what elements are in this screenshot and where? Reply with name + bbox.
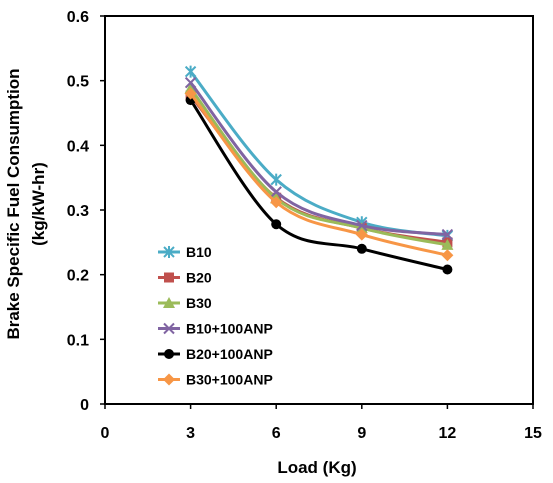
series-line-b10 (189, 70, 448, 238)
plot-frame (104, 15, 534, 405)
series-b10-100anp (184, 76, 454, 241)
legend-entry-b20: B20 (158, 270, 212, 286)
y-tick-label: 0.2 (67, 268, 89, 285)
y-axis-title-line2: (kg/kW-hr) (29, 162, 48, 246)
legend-entry-b30-100anp: B30+100ANP (158, 372, 273, 388)
legend-label: B20+100ANP (186, 346, 273, 362)
y-tick-label: 0.1 (67, 332, 89, 349)
data-point-b30-100anp (355, 228, 368, 241)
legend-label: B10+100ANP (186, 321, 273, 337)
legend-label: B30+100ANP (186, 372, 273, 388)
y-axis-title-line1: Brake Specific Fuel Consumption (4, 68, 23, 339)
data-point-b10-100anp (184, 76, 197, 89)
legend-label: B20 (186, 270, 212, 286)
series-b30-100anp (184, 87, 454, 262)
x-tick-label: 0 (101, 425, 110, 442)
data-point-b30-100anp (441, 249, 454, 262)
data-point-b30-100anp (184, 87, 197, 100)
data-point-b30-100anp (270, 196, 283, 209)
legend-label: B10 (186, 244, 212, 260)
legend-swatch-marker (164, 272, 174, 283)
legend-entry-b30: B30 (158, 295, 212, 311)
axes: 0 3 6 9 12 15 0 0.1 0.2 0.3 0.4 0.5 0.6 Load (Kg) Brak… (4, 9, 542, 477)
series-line-b20-100anp (189, 99, 448, 271)
data-point-b10-100anp (270, 186, 282, 198)
x-tick-label: 9 (357, 425, 366, 442)
y-tick-label: 0 (80, 397, 89, 414)
data-point-b20-100anp (271, 219, 282, 230)
legend-entry-b10: B10 (158, 244, 212, 260)
legend-label: B30 (186, 295, 212, 311)
data-point-b10-100anp (356, 219, 368, 232)
series-line-b30 (189, 87, 448, 247)
legend-entry-b10-100anp: B10+100ANP (158, 321, 273, 337)
data-point-b20-100anp (356, 243, 367, 254)
y-tick-label: 0.4 (67, 138, 89, 155)
legend-swatch-marker (163, 373, 175, 386)
legend: B10 B20 B30 B10+100ANP B20+100ANP B30+100ANP (158, 244, 273, 388)
legend-entry-b20-100anp: B20+100ANP (158, 346, 273, 362)
data-point-b10-100anp (441, 228, 454, 241)
data-point-b10 (184, 65, 197, 78)
x-tick-label: 3 (186, 425, 195, 442)
legend-swatch-marker (164, 349, 174, 359)
series-b20-100anp (185, 95, 453, 275)
x-tick-label: 6 (272, 425, 281, 442)
data-point-b30 (441, 238, 454, 250)
series-line-b10-100anp (189, 81, 448, 237)
data-point-b10 (270, 173, 282, 186)
legend-swatch-marker (163, 322, 175, 335)
series-line-b30-100anp (189, 92, 448, 257)
plot-area (184, 65, 454, 275)
y-tick-label: 0.5 (67, 74, 89, 91)
y-tick-label: 0.6 (67, 9, 89, 26)
data-point-b20-100anp (442, 264, 453, 275)
y-tick-label: 0.3 (67, 203, 89, 220)
x-axis-title: Load (Kg) (277, 458, 356, 477)
x-tick-label: 15 (524, 425, 542, 442)
legend-swatch-marker (163, 297, 175, 308)
data-point-b30 (355, 222, 368, 234)
legend-swatch-marker (163, 246, 175, 258)
x-tick-label: 12 (439, 425, 457, 442)
